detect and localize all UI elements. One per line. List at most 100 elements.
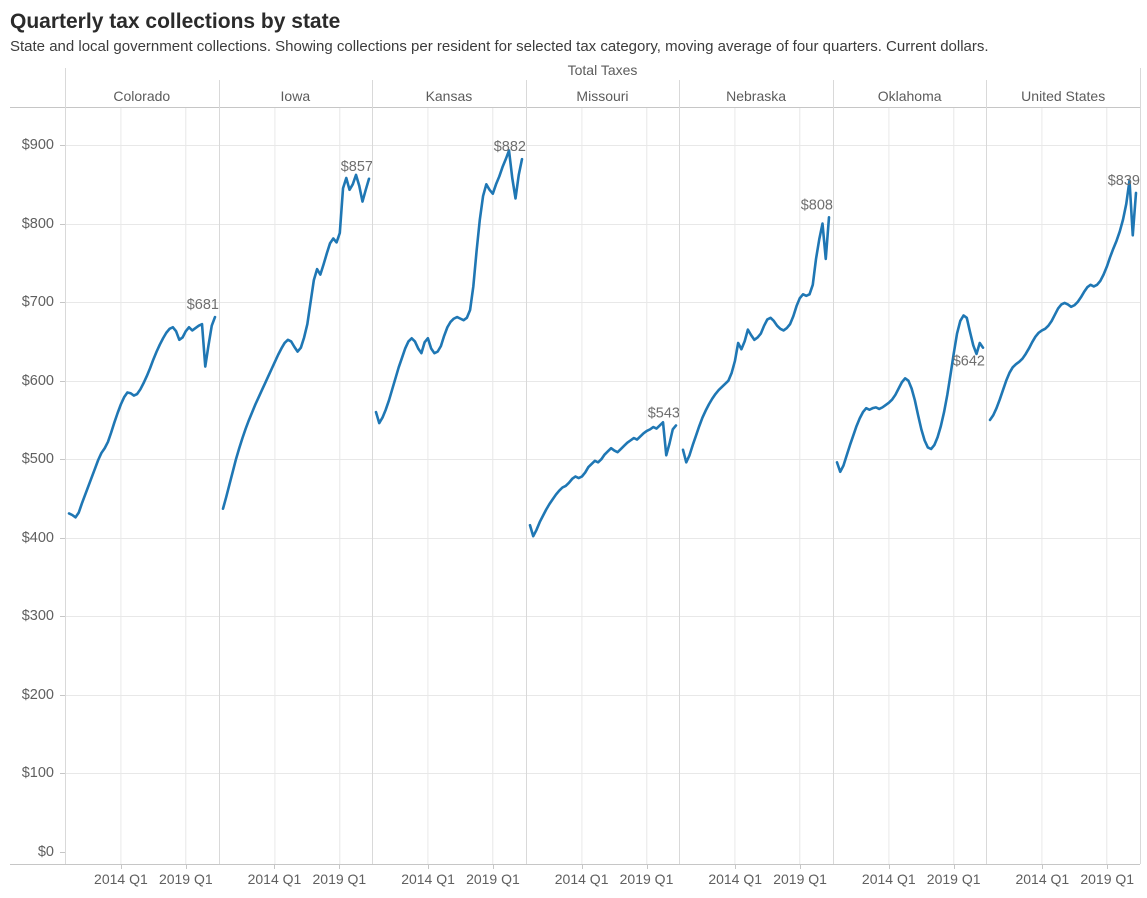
panel-svg: $839	[989, 107, 1140, 864]
y-axis-tick	[60, 537, 65, 539]
y-axis-tick	[60, 145, 65, 146]
x-axis-label: 2014 Q1	[1015, 871, 1070, 887]
panel-header-iowa: Iowa	[280, 88, 311, 104]
end-value-label: $857	[340, 159, 372, 175]
x-axis-label: 2019 Q1	[619, 871, 674, 887]
y-axis-tick	[60, 694, 65, 696]
chart-subtitle: State and local government collections. …	[10, 38, 989, 55]
x-axis-tick	[428, 864, 430, 869]
y-axis-tick	[60, 616, 65, 618]
panel-header-united-states: United States	[1021, 88, 1106, 104]
x-axis-label: 2019 Q1	[312, 871, 367, 887]
line-nebraska[interactable]	[681, 215, 831, 464]
end-value-label: $681	[187, 297, 219, 313]
plot-bottom-border	[10, 864, 1140, 865]
y-axis-label: $900	[21, 137, 54, 153]
h-gridline	[65, 694, 1140, 696]
y-axis-tick	[60, 302, 65, 304]
panel-divider	[525, 80, 527, 864]
line-iowa[interactable]	[221, 173, 370, 511]
panel-united-states: $839	[986, 107, 1140, 864]
h-gridline	[65, 616, 1140, 618]
panel-kansas: $882	[372, 107, 526, 864]
x-axis-label: 2014 Q1	[247, 871, 302, 887]
panel-divider	[986, 80, 988, 864]
panel-missouri: $543	[526, 107, 680, 864]
line-colorado[interactable]	[67, 315, 217, 519]
y-axis-tick	[60, 773, 65, 775]
x-axis-label: 2019 Q1	[1080, 871, 1135, 887]
x-axis-tick	[274, 864, 276, 869]
x-axis-tick	[646, 864, 648, 869]
h-gridline	[65, 380, 1140, 382]
x-axis-label: 2014 Q1	[401, 871, 455, 887]
x-axis-label: 2019 Q1	[466, 871, 520, 887]
y-axis-label: $300	[21, 608, 54, 625]
y-axis-label: $700	[21, 294, 54, 311]
panel-svg: $857	[221, 107, 373, 864]
panel-oklahoma: $642	[833, 107, 987, 864]
panel-header-kansas: Kansas	[425, 88, 473, 104]
y-axis-tick	[60, 852, 65, 853]
panel-colorado: $681	[65, 107, 219, 864]
plot-right-border	[1140, 68, 1141, 864]
y-axis-label: $0	[37, 844, 54, 860]
x-axis-tick	[581, 864, 583, 869]
end-value-label: $543	[647, 405, 679, 421]
x-axis-label: 2014 Q1	[94, 871, 148, 887]
x-axis-tick	[1042, 864, 1044, 869]
y-axis-label: $500	[21, 451, 54, 468]
panel-header-missouri: Missouri	[576, 88, 629, 104]
end-value-label: $808	[801, 197, 833, 213]
panel-divider	[218, 80, 220, 864]
y-axis-label: $600	[21, 372, 54, 389]
y-axis-label: $200	[21, 686, 54, 703]
panel-svg: $882	[374, 107, 526, 864]
x-axis-tick	[185, 864, 187, 869]
end-value-label: $839	[1108, 173, 1140, 189]
y-axis-label: $800	[21, 215, 54, 232]
line-oklahoma[interactable]	[835, 314, 985, 474]
panel-svg: $642	[835, 107, 985, 864]
y-axis-tick	[60, 223, 65, 225]
h-gridline	[65, 537, 1140, 539]
panel-nebraska: $808	[679, 107, 833, 864]
plot-top-border	[10, 107, 1140, 108]
y-axis-label: $400	[21, 529, 54, 546]
x-axis-label: 2019 Q1	[926, 871, 981, 887]
y-axis-tick	[60, 459, 65, 461]
column-group-header: Total Taxes	[567, 62, 638, 78]
h-gridline	[65, 223, 1140, 225]
panel-header-nebraska: Nebraska	[726, 88, 787, 104]
end-value-label: $642	[953, 354, 985, 370]
line-united-states[interactable]	[989, 179, 1138, 422]
x-axis-tick	[735, 864, 737, 869]
panel-iowa: $857	[219, 107, 373, 864]
x-axis-label: 2014 Q1	[554, 871, 609, 887]
x-axis-tick	[1107, 864, 1109, 869]
line-missouri[interactable]	[528, 421, 677, 538]
x-axis-tick	[492, 864, 494, 869]
x-axis-tick	[953, 864, 955, 869]
panel-svg: $681	[67, 107, 219, 864]
x-axis-tick	[339, 864, 341, 869]
x-axis-label: 2019 Q1	[773, 871, 827, 887]
panel-divider	[372, 80, 374, 864]
x-axis-tick	[800, 864, 802, 869]
h-gridline	[65, 302, 1140, 304]
panel-header-colorado: Colorado	[113, 88, 171, 104]
h-gridline	[65, 459, 1140, 461]
x-axis-tick	[888, 864, 890, 869]
x-axis-label: 2014 Q1	[708, 871, 763, 887]
y-axis-label: $100	[21, 765, 54, 782]
plot-left-border	[65, 68, 66, 864]
panel-divider	[679, 80, 681, 864]
y-axis-tick	[60, 380, 65, 382]
page-title: Quarterly tax collections by state	[10, 10, 341, 33]
x-axis-label: 2014 Q1	[861, 871, 916, 887]
h-gridline	[65, 773, 1140, 775]
panel-svg: $543	[528, 107, 680, 864]
h-gridline	[65, 145, 1140, 146]
line-kansas[interactable]	[374, 149, 524, 425]
